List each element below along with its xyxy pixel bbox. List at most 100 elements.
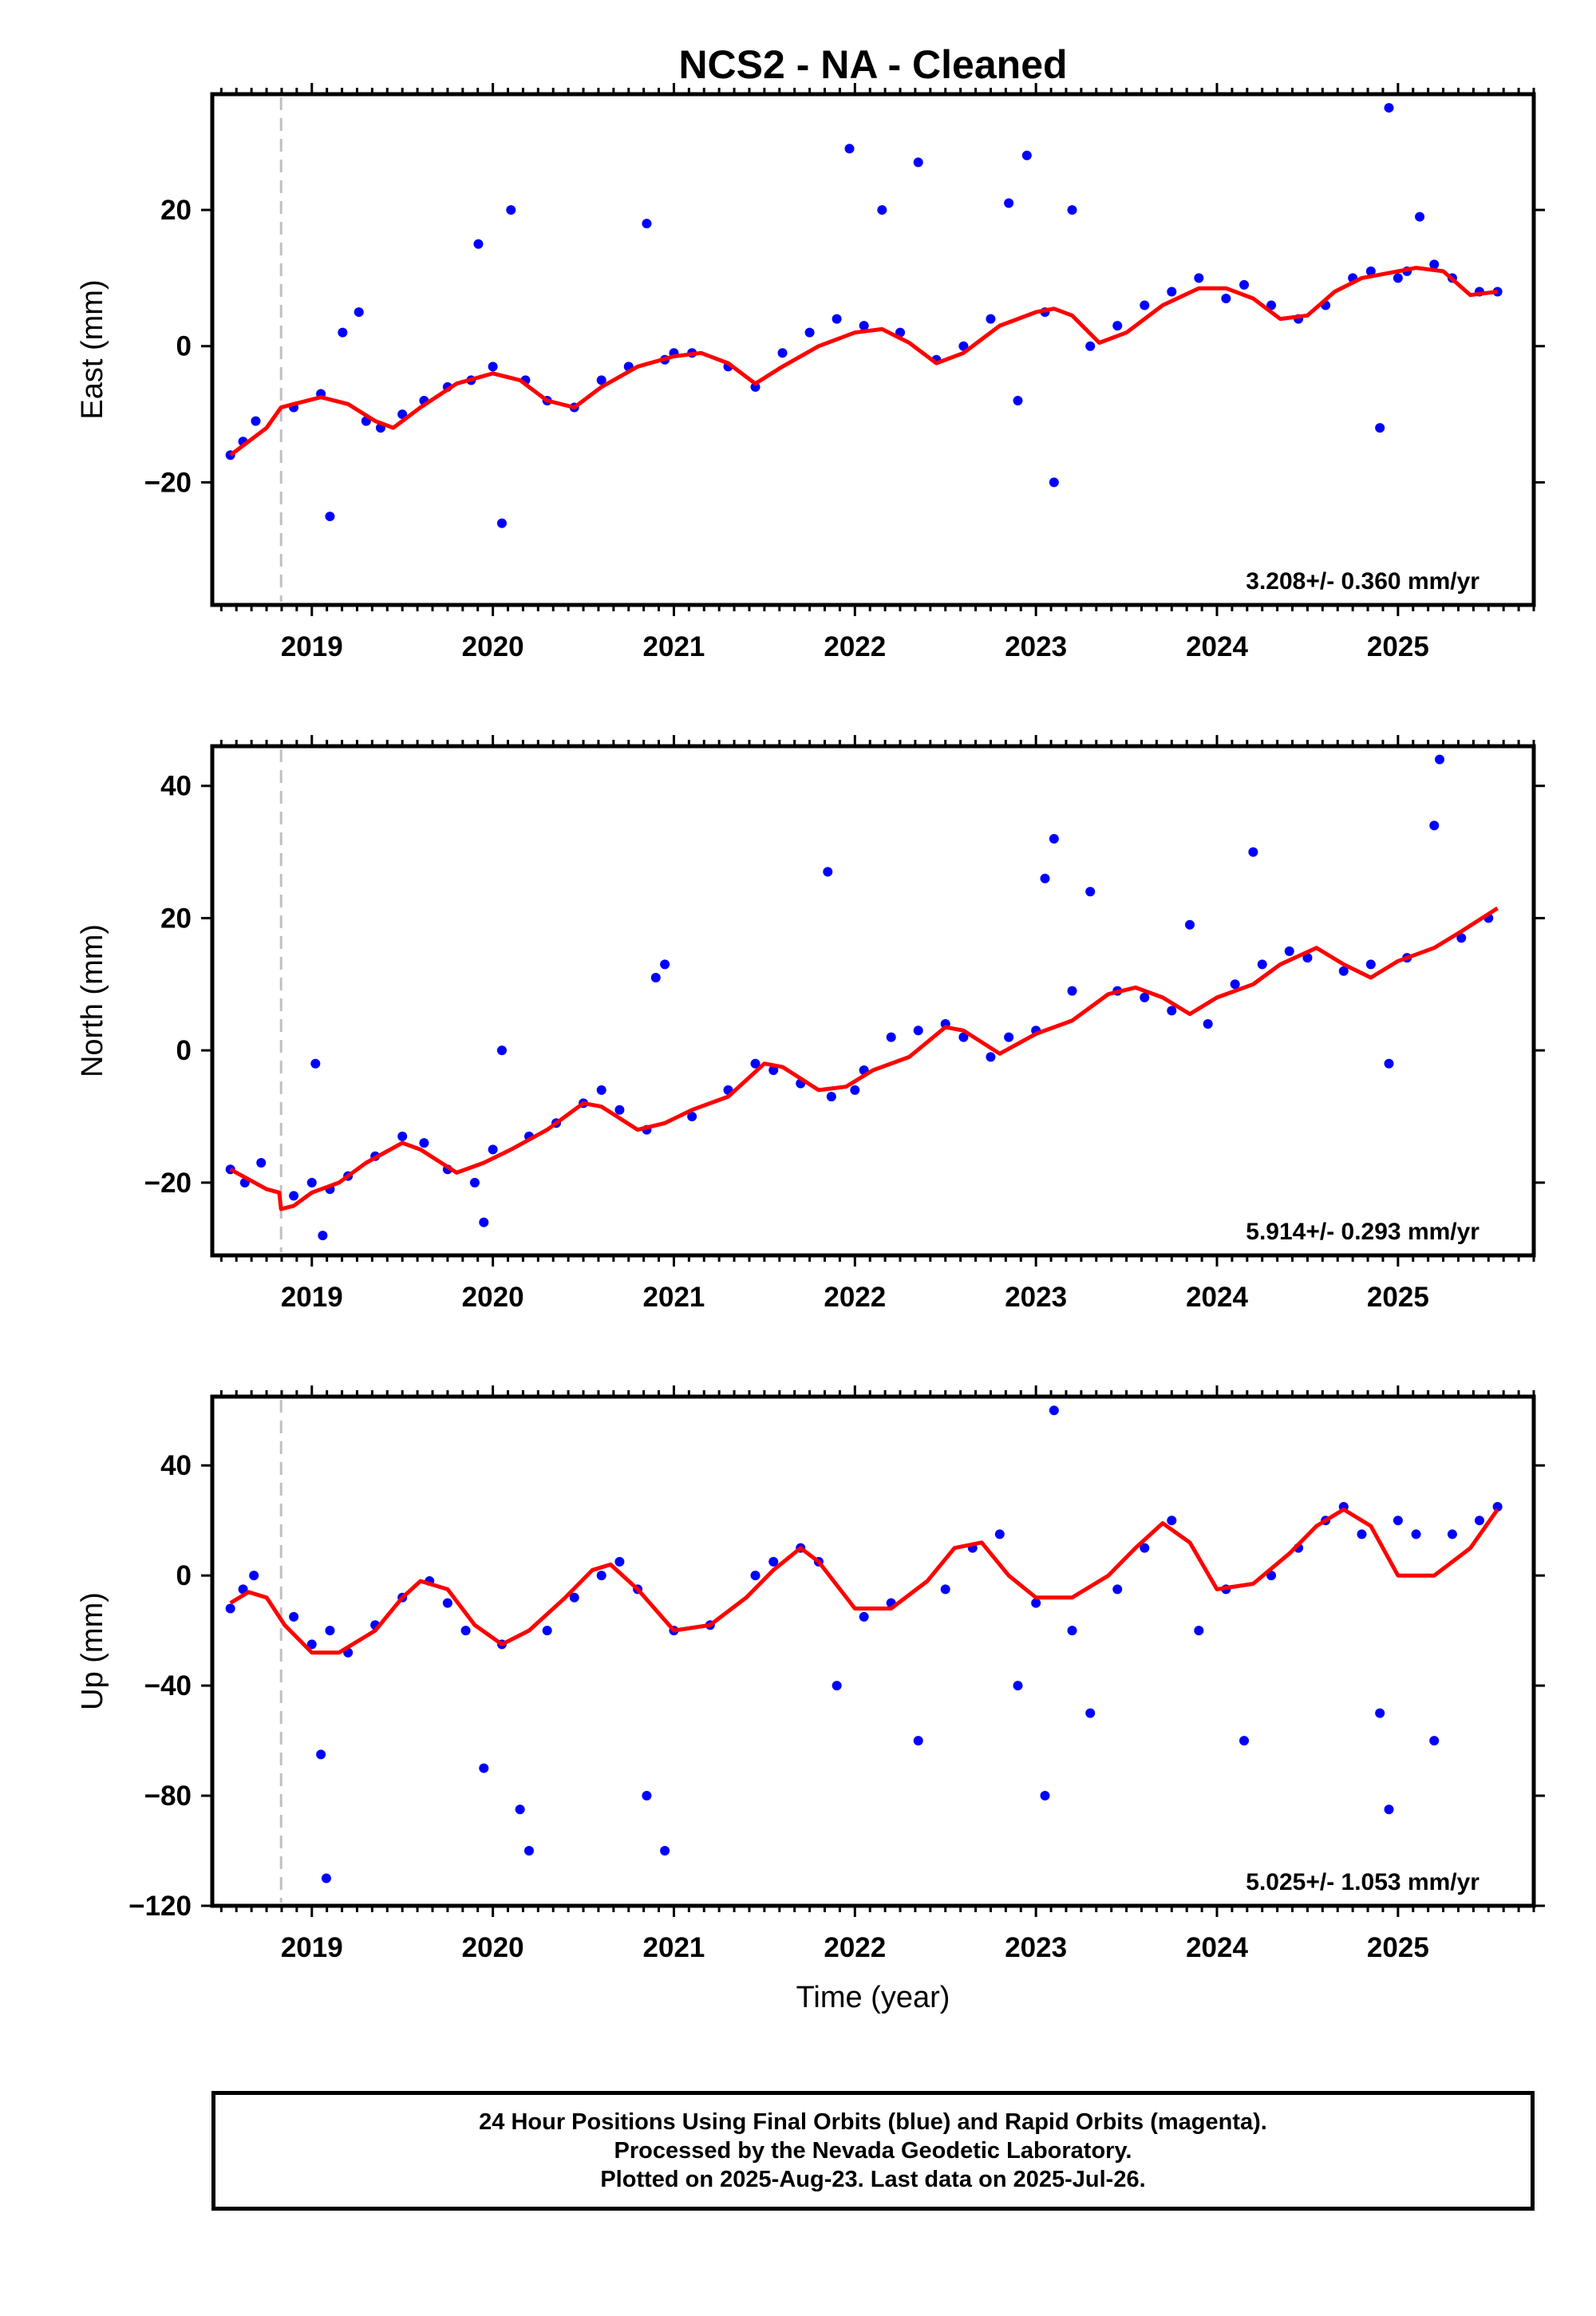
plot-area	[225, 754, 1499, 1241]
data-point	[1013, 1681, 1023, 1691]
data-point	[1257, 959, 1267, 970]
data-point	[958, 1032, 969, 1042]
x-tick-label: 2019	[281, 1932, 343, 1963]
data-point	[1040, 1791, 1050, 1801]
data-point	[913, 1026, 923, 1036]
data-point	[687, 1112, 697, 1121]
data-point	[1375, 1708, 1385, 1718]
x-tick-label: 2024	[1186, 631, 1248, 662]
data-point	[1384, 1058, 1394, 1069]
plot-area	[225, 103, 1503, 528]
data-point	[832, 314, 842, 324]
x-tick-label: 2023	[1005, 1932, 1067, 1963]
data-point	[832, 1681, 842, 1691]
x-tick-label: 2025	[1367, 631, 1429, 662]
data-point	[596, 375, 606, 385]
data-point	[642, 219, 652, 229]
data-point	[1194, 273, 1204, 283]
velocity-annotation: 5.025+/- 1.053 mm/yr	[1246, 1869, 1479, 1895]
data-point	[306, 1177, 317, 1188]
data-point	[1248, 847, 1258, 857]
plot-area	[225, 1405, 1503, 1883]
data-point	[225, 1603, 235, 1614]
data-point	[1266, 300, 1277, 310]
data-point	[596, 1085, 606, 1095]
panels-group: 2019 2020 2021 2022 2023 2024 2025 −20 0 20 East (…	[76, 83, 1545, 1963]
data-point	[913, 1736, 923, 1746]
data-point	[886, 1032, 896, 1042]
panel-frame	[210, 744, 1536, 1258]
data-point	[844, 144, 855, 154]
data-point	[306, 1639, 317, 1650]
data-point	[768, 1065, 779, 1075]
y-tick-label: 0	[176, 1035, 192, 1066]
data-point	[1203, 1019, 1213, 1029]
data-point	[660, 959, 670, 970]
y-tick-label: −40	[144, 1670, 192, 1701]
data-point	[569, 1592, 579, 1603]
data-point	[469, 1177, 480, 1188]
data-point	[1085, 887, 1096, 897]
footer-line-dates: Plotted on 2025-Aug-23. Last data on 202…	[600, 2167, 1146, 2192]
x-tick-label: 2024	[1186, 1932, 1248, 1963]
data-point	[1004, 198, 1014, 208]
data-point	[1167, 1516, 1177, 1526]
data-point	[1492, 1501, 1503, 1512]
data-point	[994, 1529, 1005, 1539]
velocity-annotation: 3.208+/- 0.360 mm/yr	[1246, 568, 1479, 595]
data-point	[1393, 273, 1403, 283]
data-point	[958, 341, 969, 351]
panel-up: 2019 2020 2021 2022 2023 2024 2025 −120 −80 −40 0 4…	[76, 1385, 1545, 1963]
model-fit-line	[229, 266, 1498, 457]
x-tick-label: 2024	[1186, 1282, 1248, 1313]
data-point	[479, 1217, 489, 1227]
data-point	[1492, 287, 1503, 297]
data-point	[496, 1045, 507, 1056]
x-tick-label: 2019	[281, 1282, 343, 1313]
data-point	[750, 381, 760, 392]
data-point	[1049, 1405, 1059, 1416]
data-point	[1167, 287, 1177, 297]
data-point	[256, 1158, 267, 1168]
y-axis-title: Up (mm)	[76, 1592, 109, 1710]
data-point	[804, 327, 815, 338]
x-tick-label: 2022	[824, 631, 886, 662]
data-point	[1384, 1804, 1394, 1815]
x-tick-label: 2019	[281, 631, 343, 662]
data-point	[1067, 986, 1077, 996]
footer-line-processor: Processed by the Nevada Geodetic Laborat…	[614, 2138, 1132, 2164]
data-point	[479, 1763, 489, 1773]
data-point	[1013, 396, 1023, 405]
data-point	[650, 973, 661, 982]
data-point	[1429, 820, 1440, 831]
data-point	[325, 512, 335, 522]
data-point	[1021, 150, 1032, 160]
data-point	[1435, 754, 1445, 765]
x-tick-label: 2021	[643, 631, 705, 662]
data-point	[1429, 259, 1440, 270]
x-tick-label: 2025	[1367, 1932, 1429, 1963]
data-point	[397, 409, 408, 420]
data-point	[940, 1584, 950, 1595]
model-fit-line	[229, 906, 1499, 1211]
data-point	[289, 1191, 299, 1201]
data-point	[542, 1626, 552, 1636]
data-point	[1302, 953, 1313, 963]
data-point	[325, 1626, 335, 1636]
data-point	[321, 1873, 331, 1883]
data-point	[1140, 300, 1150, 310]
data-point	[488, 362, 498, 372]
data-point	[1184, 919, 1195, 930]
data-point	[354, 307, 364, 318]
data-point	[642, 1791, 652, 1801]
y-tick-label: 20	[160, 195, 192, 226]
data-point	[473, 239, 484, 249]
panel-frame	[210, 92, 1536, 607]
data-point	[1415, 211, 1425, 222]
velocity-annotation: 5.914+/- 0.293 mm/yr	[1246, 1219, 1479, 1245]
data-point	[1140, 1543, 1150, 1553]
data-point	[1384, 103, 1394, 113]
data-point	[1375, 423, 1385, 433]
x-tick-label: 2025	[1367, 1282, 1429, 1313]
